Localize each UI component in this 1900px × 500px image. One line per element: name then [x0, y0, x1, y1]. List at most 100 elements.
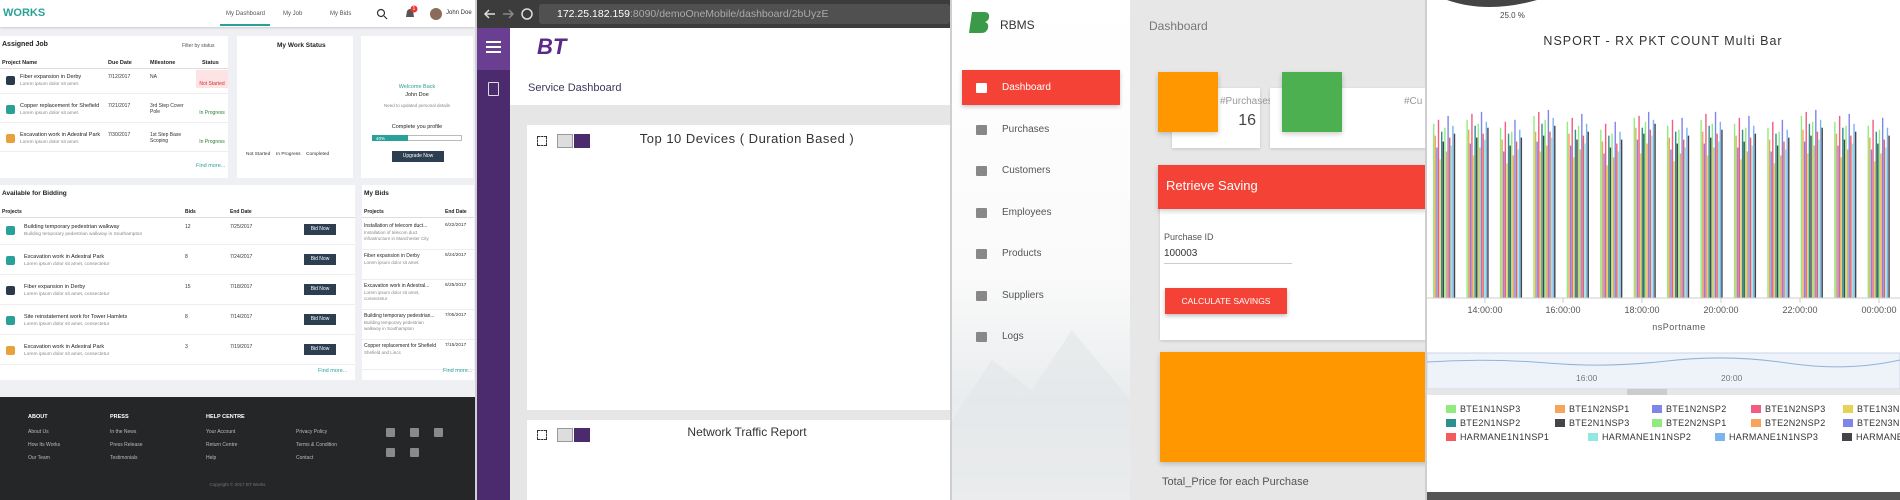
bar: [1549, 131, 1551, 298]
project-name: Installation of telecom duct...: [364, 223, 428, 229]
nav-tab[interactable]: My Job: [283, 11, 303, 17]
tool-icon[interactable]: [557, 428, 573, 442]
row-icon: [6, 286, 15, 295]
footer-link[interactable]: Press Release: [110, 442, 143, 448]
footer-link[interactable]: In the News: [110, 429, 137, 435]
bar: [1846, 149, 1849, 298]
bar: [1706, 155, 1709, 298]
project-name: Site reinstatement work for Tower Hamlet…: [24, 314, 128, 320]
project-name: Building temporary pedestrian...: [364, 313, 435, 319]
legend-label: BTE2N1NSP2: [1460, 418, 1521, 428]
nav-item[interactable]: Dashboard: [1002, 82, 1051, 93]
project-desc: Lorem ipsum dolor sit amet.: [20, 82, 80, 87]
footer-link[interactable]: Testimonials: [110, 455, 138, 461]
footer-link[interactable]: Help: [206, 455, 217, 461]
bid-button[interactable]: Bid Now: [304, 284, 336, 295]
tool-icon[interactable]: [537, 430, 547, 440]
row-icon: [6, 316, 15, 325]
bar: [1568, 133, 1570, 298]
calculate-button[interactable]: CALCULATE SAVINGS: [1165, 288, 1287, 314]
bar: [1843, 139, 1846, 298]
nav-item[interactable]: Suppliers: [1002, 289, 1044, 301]
chart-layer: 25.0 % NSPORT - RX PKT COUNT Multi Bar 14:…: [1427, 0, 1900, 500]
bar: [1784, 149, 1787, 298]
progress-fill: [372, 135, 408, 141]
find-more-link[interactable]: Find more...: [443, 368, 473, 374]
brand-name: RBMS: [1000, 18, 1035, 32]
tool-icon[interactable]: [574, 134, 590, 148]
project-name: Excavation work in Adestral Park: [20, 132, 101, 138]
badge: [410, 5, 418, 13]
footer-link[interactable]: Terms & Condition: [296, 442, 337, 448]
legend-swatch: [1652, 419, 1662, 427]
bar: [1683, 139, 1685, 298]
bar: [1585, 123, 1588, 298]
divider: [0, 244, 355, 245]
legend-label: HARMANE1: [1856, 432, 1900, 442]
tool-icon[interactable]: [574, 428, 590, 442]
upgrade-button[interactable]: Upgrade Now: [392, 151, 444, 162]
social-icon[interactable]: [386, 448, 395, 457]
divider: [0, 68, 228, 69]
bar: [1469, 143, 1472, 298]
project-desc: Building temporary pedestrian walkway in…: [24, 232, 143, 237]
bid-button[interactable]: Bid Now: [304, 254, 336, 265]
bar: [1778, 131, 1780, 298]
nav-tab[interactable]: My Dashboard: [226, 11, 266, 17]
bar: [1848, 113, 1850, 298]
end-date: 7/25/2017: [230, 224, 253, 230]
nav-item[interactable]: Employees: [1002, 206, 1052, 218]
bar: [1840, 157, 1842, 298]
find-more-link[interactable]: Find more...: [196, 163, 226, 169]
footer-link[interactable]: Our Team: [28, 455, 50, 461]
project-name: Copper replacement for Shefield: [364, 343, 436, 349]
divider: [362, 249, 474, 250]
legend-label: BTE1N2NSP1: [1569, 404, 1630, 414]
footer-link[interactable]: How Its Works: [28, 442, 61, 448]
footer-link[interactable]: About Us: [28, 429, 49, 435]
bid-button[interactable]: Bid Now: [304, 224, 336, 235]
bid-count: 3: [185, 344, 188, 350]
nav-item[interactable]: Logs: [1002, 331, 1024, 342]
project-name: Copper replacement for Shefield: [20, 103, 100, 109]
nav-tab[interactable]: My Bids: [330, 11, 352, 17]
bar: [1781, 119, 1784, 298]
tool-icon[interactable]: [537, 136, 547, 146]
nav-item[interactable]: Products: [1002, 248, 1042, 259]
find-more-link[interactable]: Find more...: [318, 368, 348, 374]
nav-item[interactable]: Purchases: [1002, 123, 1050, 135]
bar: [1433, 123, 1435, 298]
nav-icon: [976, 249, 987, 259]
social-icon[interactable]: [410, 448, 419, 457]
doc-icon[interactable]: [488, 82, 499, 96]
x-tick-label: 18:00:00: [1624, 305, 1659, 315]
social-icon[interactable]: [386, 428, 395, 437]
bar: [1609, 147, 1612, 298]
bid-button[interactable]: Bid Now: [304, 314, 336, 325]
sidebar: [477, 28, 510, 500]
footer-link[interactable]: Contact: [296, 455, 314, 461]
bar: [1811, 121, 1814, 298]
bar: [1703, 143, 1706, 298]
footer-link[interactable]: Your Account: [206, 429, 236, 435]
footer-link[interactable]: Return Centre: [206, 442, 238, 448]
bt-logo: BT: [537, 34, 567, 59]
project-desc: Lorem ipsum dolor sit amet, consectetur: [364, 290, 420, 301]
bar: [1873, 161, 1876, 298]
social-icon[interactable]: [410, 428, 419, 437]
bar: [1737, 147, 1739, 298]
tool-icon[interactable]: [557, 134, 573, 148]
bid-button[interactable]: Bid Now: [304, 344, 336, 355]
legend-label: BTE1N3NS: [1857, 404, 1900, 414]
bar: [1845, 125, 1847, 299]
status-card: [237, 36, 353, 178]
social-icon[interactable]: [434, 428, 443, 437]
bar: [1474, 125, 1476, 299]
end-date: 6/22/2017: [445, 223, 467, 228]
input-value[interactable]: 100003: [1164, 248, 1198, 259]
bar: [1520, 137, 1523, 298]
legend-label: In Progress: [276, 152, 301, 157]
filter-dropdown[interactable]: Filter by status: [182, 43, 215, 49]
nav-item[interactable]: Customers: [1002, 165, 1051, 176]
footer-link[interactable]: Privacy Policy: [296, 429, 328, 435]
